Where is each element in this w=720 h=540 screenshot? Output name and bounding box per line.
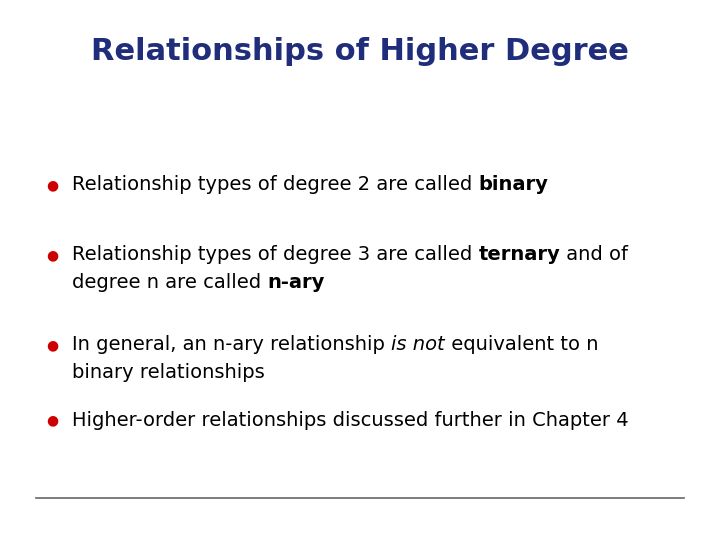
Text: ●: ●	[46, 413, 58, 427]
Text: ternary: ternary	[479, 246, 560, 265]
Text: binary: binary	[479, 176, 549, 194]
Text: In general, an n-ary relationship: In general, an n-ary relationship	[72, 335, 391, 354]
Text: degree n are called: degree n are called	[72, 273, 267, 293]
Text: ●: ●	[46, 178, 58, 192]
Text: and of: and of	[560, 246, 629, 265]
Text: n-ary: n-ary	[267, 273, 325, 293]
Text: binary relationships: binary relationships	[72, 363, 265, 382]
Text: Relationship types of degree 3 are called: Relationship types of degree 3 are calle…	[72, 246, 479, 265]
Text: Higher-order relationships discussed further in Chapter 4: Higher-order relationships discussed fur…	[72, 410, 629, 429]
Text: ●: ●	[46, 338, 58, 352]
Text: Relationships of Higher Degree: Relationships of Higher Degree	[91, 37, 629, 66]
Text: is not: is not	[391, 335, 445, 354]
Text: ●: ●	[46, 248, 58, 262]
Text: equivalent to n: equivalent to n	[445, 335, 598, 354]
Text: Relationship types of degree 2 are called: Relationship types of degree 2 are calle…	[72, 176, 479, 194]
